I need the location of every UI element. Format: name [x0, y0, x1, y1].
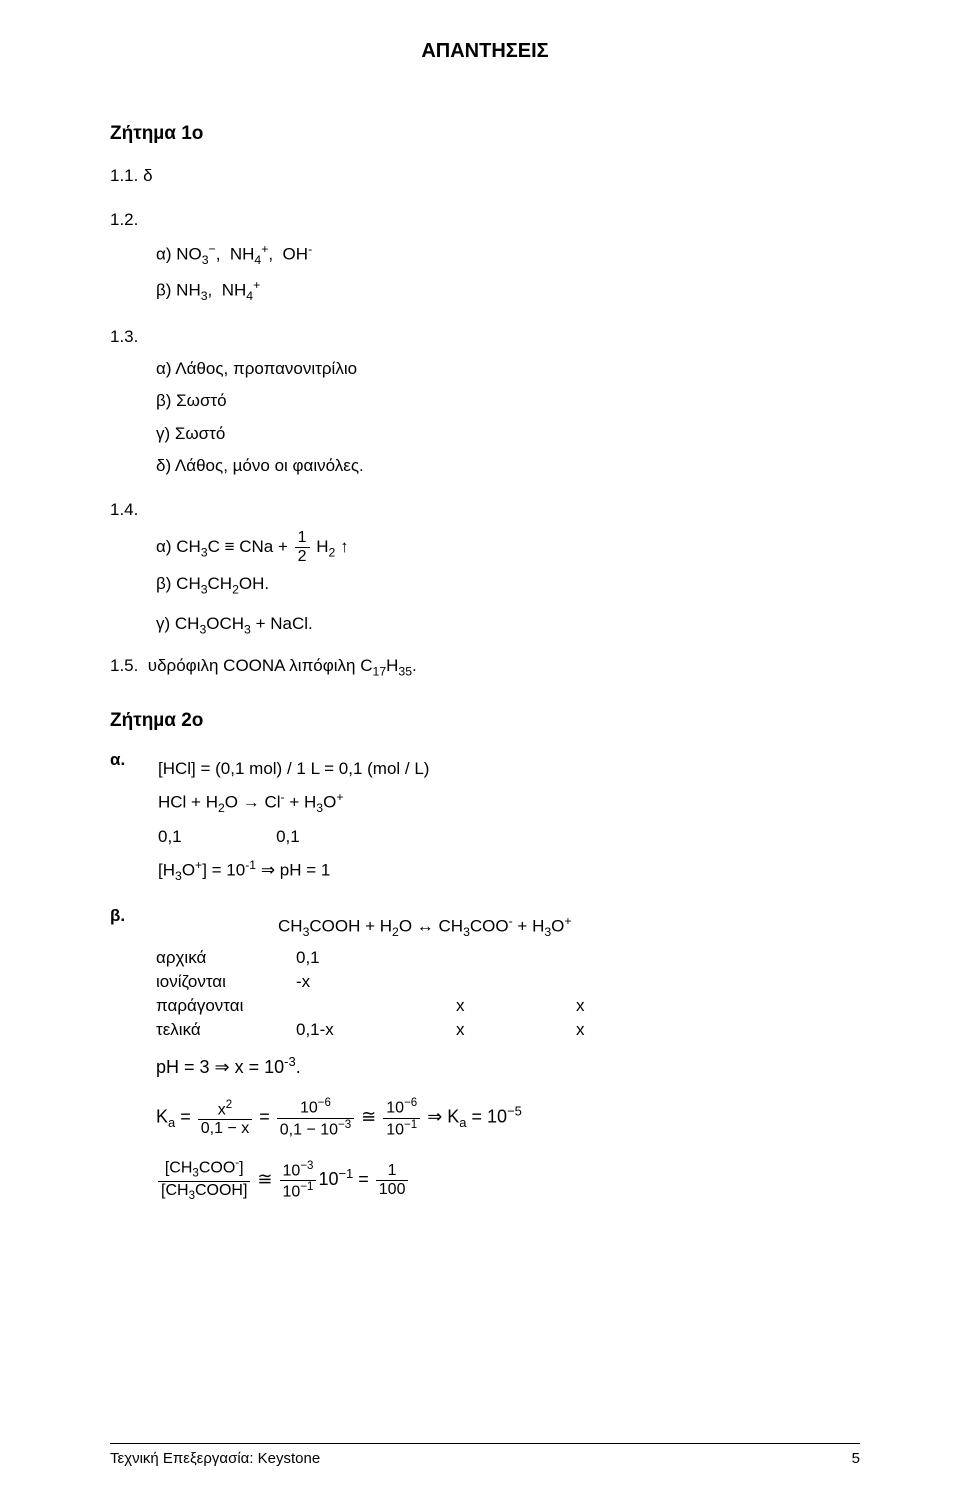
table-cell	[456, 972, 576, 992]
q-2-b-eqn: CH3COOH + H2O ↔ CH3COO- + H3O+	[278, 912, 572, 942]
document-page: ΑΠΑΝΤΗΣΕΙΣ Ζήτηµα 1ο 1.1. δ 1.2. α) NO3−…	[0, 0, 960, 1495]
table-cell: ιονίζονται	[156, 972, 296, 992]
section-2-heading: Ζήτηµα 2ο	[110, 710, 860, 732]
table-cell	[576, 948, 636, 968]
q-1-2-block: 1.2. α) NO3−, NH4+, OH- β) NH3, NH4+	[110, 207, 860, 305]
q-2-a-line1: [HCl] = (0,1 mol) / 1 L = 0,1 (mol / L)	[158, 756, 429, 782]
q-2-a-label: α.	[110, 750, 140, 770]
section-1-heading: Ζήτηµα 1ο	[110, 123, 860, 145]
q-1-4-a: α) CH3C ≡ CNa + 12 H2 ↑	[156, 530, 860, 565]
q-1-3-block: 1.3. α) Λάθος, προπανονιτρίλιο β) Σωστό …	[110, 324, 860, 480]
table-cell	[576, 972, 636, 992]
q-1-4-c: γ) CH3OCH3 + NaCl.	[156, 611, 860, 639]
q-1-3-num: 1.3.	[110, 324, 860, 350]
q-1-4-block: 1.4. α) CH3C ≡ CNa + 12 H2 ↑ β) CH3CH2OH…	[110, 497, 860, 639]
page-footer: Τεχνική Επεξεργασία: Keystone 5	[110, 1443, 860, 1467]
q-1-4-b: β) CH3CH2OH.	[156, 571, 860, 599]
table-cell	[456, 948, 576, 968]
table-cell: τελικά	[156, 1020, 296, 1040]
q-2-a-block: α. [HCl] = (0,1 mol) / 1 L = 0,1 (mol / …	[110, 750, 860, 893]
table-cell: παράγονται	[156, 996, 296, 1016]
table-cell: 0,1	[296, 948, 456, 968]
q-1-3-a: α) Λάθος, προπανονιτρίλιο	[156, 356, 860, 382]
q-2-b-ratio: [CH3COO-][CH3COOH] ≅ 10−310−110−1 = 1100	[156, 1158, 860, 1203]
q-2-a-body: [HCl] = (0,1 mol) / 1 L = 0,1 (mol / L) …	[158, 750, 429, 893]
table-cell	[296, 996, 456, 1016]
q-1-1: 1.1. δ	[110, 163, 860, 189]
q-1-2-a: α) NO3−, NH4+, OH-	[156, 240, 860, 270]
q-2-b-table: αρχικά 0,1 ιονίζονται -x παράγονται x x …	[156, 948, 860, 1040]
q-2-a-line2: HCl + H2O → Cl- + H3O+	[158, 788, 429, 818]
q-1-2-num: 1.2.	[110, 207, 860, 233]
q-1-3-d: δ) Λάθος, µόνο οι φαινόλες.	[156, 453, 860, 479]
table-cell: -x	[296, 972, 456, 992]
footer-page-number: 5	[852, 1450, 860, 1467]
q-2-b-label: β.	[110, 906, 140, 926]
q-1-4-num: 1.4.	[110, 497, 860, 523]
table-cell: x	[576, 996, 636, 1016]
table-cell: x	[456, 996, 576, 1016]
table-cell: αρχικά	[156, 948, 296, 968]
table-cell: 0,1-x	[296, 1020, 456, 1040]
q-2-a-line4: [H3O+] = 10-1 ⇒ pH = 1	[158, 856, 429, 886]
q-1-5: 1.5. υδρόφιλη COONA λιπόφιλη C17H35.	[110, 653, 860, 681]
q-2-b-ph: pH = 3 ⇒ x = 10-3.	[156, 1054, 860, 1078]
footer-left: Τεχνική Επεξεργασία: Keystone	[110, 1450, 320, 1467]
q-1-2-b: β) NH3, NH4+	[156, 276, 860, 306]
q-2-b-ka: Ka = x20,1 − x = 10−60,1 − 10−3 ≅ 10−610…	[156, 1098, 860, 1138]
table-cell: x	[456, 1020, 576, 1040]
page-title: ΑΠΑΝΤΗΣΕΙΣ	[110, 40, 860, 63]
q-1-3-c: γ) Σωστό	[156, 421, 860, 447]
q-1-3-b: β) Σωστό	[156, 388, 860, 414]
q-2-a-line3: 0,1 0,1	[158, 824, 429, 850]
q-2-b-header: β. CH3COOH + H2O ↔ CH3COO- + H3O+	[110, 906, 860, 948]
table-cell: x	[576, 1020, 636, 1040]
